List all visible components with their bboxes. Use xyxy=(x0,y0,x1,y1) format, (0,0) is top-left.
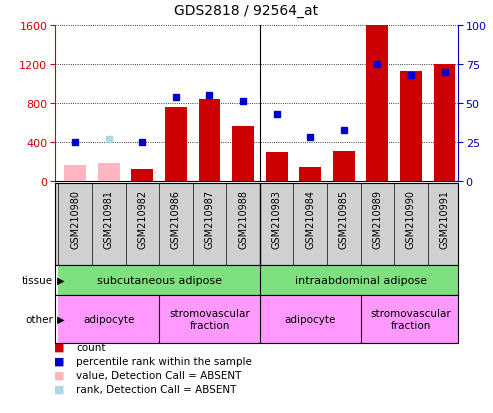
Bar xyxy=(360,295,461,343)
Bar xyxy=(58,266,260,295)
Text: rank, Detection Call = ABSENT: rank, Detection Call = ABSENT xyxy=(76,384,237,394)
Bar xyxy=(58,295,159,343)
Text: count: count xyxy=(76,342,106,352)
Bar xyxy=(165,108,187,182)
Bar xyxy=(64,166,86,182)
Bar xyxy=(132,170,153,182)
Text: stromovascular
fraction: stromovascular fraction xyxy=(169,309,250,330)
Text: GDS2818 / 92564_at: GDS2818 / 92564_at xyxy=(175,4,318,18)
Text: stromovascular
fraction: stromovascular fraction xyxy=(371,309,452,330)
Text: GSM210984: GSM210984 xyxy=(305,189,315,248)
Text: ▶: ▶ xyxy=(55,275,65,285)
Bar xyxy=(333,152,355,182)
Bar xyxy=(159,295,260,343)
Bar xyxy=(266,152,287,182)
Bar xyxy=(400,71,422,182)
Text: GSM210980: GSM210980 xyxy=(70,189,80,248)
Text: ■: ■ xyxy=(54,356,65,366)
Bar xyxy=(260,295,360,343)
Bar xyxy=(434,65,456,182)
Text: GSM210989: GSM210989 xyxy=(372,189,383,248)
Text: other: other xyxy=(25,314,53,324)
Text: ■: ■ xyxy=(54,370,65,380)
Text: ▶: ▶ xyxy=(55,314,65,324)
Text: GSM210985: GSM210985 xyxy=(339,189,349,248)
Text: GSM210983: GSM210983 xyxy=(272,189,282,248)
Text: adipocyte: adipocyte xyxy=(83,314,135,324)
Text: GSM210986: GSM210986 xyxy=(171,189,181,248)
Text: GSM210981: GSM210981 xyxy=(104,189,114,248)
Text: percentile rank within the sample: percentile rank within the sample xyxy=(76,356,252,366)
Bar xyxy=(98,164,120,182)
Text: ■: ■ xyxy=(54,342,65,352)
Text: value, Detection Call = ABSENT: value, Detection Call = ABSENT xyxy=(76,370,242,380)
Text: GSM210990: GSM210990 xyxy=(406,189,416,248)
Bar xyxy=(199,100,220,182)
Bar xyxy=(260,266,461,295)
Text: GSM210987: GSM210987 xyxy=(205,189,214,248)
Text: subcutaneous adipose: subcutaneous adipose xyxy=(97,275,222,285)
Bar xyxy=(232,127,254,182)
Text: intraabdominal adipose: intraabdominal adipose xyxy=(295,275,426,285)
Text: adipocyte: adipocyte xyxy=(284,314,336,324)
Text: GSM210991: GSM210991 xyxy=(440,189,450,248)
Text: GSM210988: GSM210988 xyxy=(238,189,248,248)
Text: ■: ■ xyxy=(54,384,65,394)
Bar xyxy=(299,168,321,182)
Text: GSM210982: GSM210982 xyxy=(138,189,147,248)
Bar xyxy=(366,26,388,182)
Text: tissue: tissue xyxy=(22,275,53,285)
